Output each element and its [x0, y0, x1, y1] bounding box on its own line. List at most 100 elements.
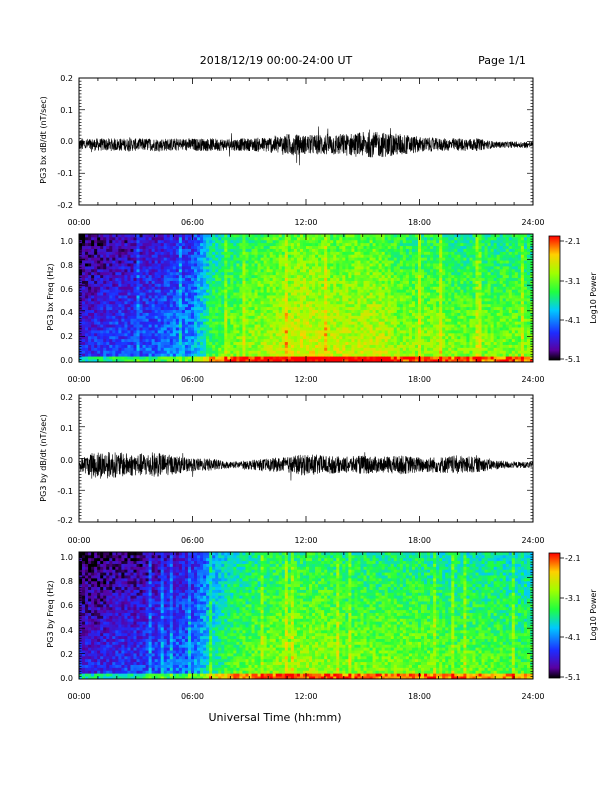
panel-bx-spectrogram-cell	[166, 312, 171, 316]
panel-bx-spectrogram-cell	[118, 239, 122, 244]
panel-bx-spectrogram-cell	[181, 245, 186, 249]
panel-bx-spectrogram-cell	[109, 298, 113, 302]
panel-bx-spectrogram-cell	[260, 344, 265, 348]
panel-bx-spectrogram-cell	[345, 324, 349, 328]
panel-bx-spectrogram-cell	[333, 268, 337, 273]
panel-bx-spectrogram-cell	[414, 239, 419, 244]
panel-bx-spectrogram-cell	[378, 309, 383, 313]
panel-bx-spectrogram-cell	[145, 344, 150, 348]
panel-bx-spectrogram-cell	[166, 292, 171, 296]
panel-bx-spectrogram-cell	[221, 298, 225, 302]
panel-bx-spectrogram-cell	[339, 234, 343, 238]
panel-bx-spectrogram-cell	[272, 359, 277, 363]
panel-bx-spectrogram-cell	[239, 239, 243, 244]
panel-bx-spectrogram-cell	[166, 260, 171, 264]
panel-bx-spectrogram-cell	[209, 356, 213, 360]
panel-bx-spectrogram-cell	[402, 286, 407, 290]
panel-bx-spectrogram-cell	[302, 321, 307, 325]
panel-bx-spectrogram-cell	[339, 298, 343, 302]
panel-bx-spectrogram-cell	[133, 239, 137, 244]
panel-bx-spectrogram-cell	[245, 236, 249, 241]
panel-bx-spectrogram-cell	[181, 338, 186, 343]
panel-bx-spectrogram-cell	[112, 341, 116, 345]
panel-bx-spectrogram-cell	[224, 344, 228, 348]
panel-bx-spectrogram-cell	[408, 234, 413, 238]
panel-bx-spectrogram-cell	[224, 321, 228, 325]
panel-bx-spectrogram-cell	[79, 341, 83, 345]
panel-bx-spectrogram-cell	[254, 306, 258, 311]
panel-bx-spectrogram-cell	[88, 347, 92, 351]
panel-bx-spectrogram-cell	[263, 245, 268, 249]
panel-bx-spectrogram-cell	[306, 234, 310, 238]
panel-bx-spectrogram-cell	[269, 251, 274, 255]
panel-bx-spectrogram-cell	[248, 274, 252, 279]
panel-bx-spectrogram-cell	[79, 254, 83, 258]
panel-bx-spectrogram-cell	[312, 280, 316, 284]
panel-bx-spectrogram-cell	[278, 234, 283, 238]
panel-bx-spectrogram-cell	[378, 234, 383, 238]
panel-bx-spectrogram-cell	[145, 359, 150, 363]
panel-bx-spectrogram-cell	[194, 341, 198, 345]
panel-bx-spectrogram-cell	[127, 286, 131, 290]
panel-bx-spectrogram-cell	[342, 271, 346, 276]
panel-bx-spectrogram-cell	[315, 236, 319, 241]
panel-bx-spectrogram-cell	[145, 338, 150, 343]
panel-bx-spectrogram-cell	[175, 298, 180, 302]
panel-bx-spectrogram-cell	[239, 251, 243, 255]
panel-bx-spectrogram-cell	[124, 286, 128, 290]
panel-bx-spectrogram-cell	[281, 332, 286, 337]
panel-bx-spectrogram-cell	[160, 335, 165, 340]
panel-bx-spectrogram-cell	[315, 306, 319, 311]
panel-bx-spectrogram-cell	[100, 324, 104, 328]
panel-bx-spectrogram-cell	[321, 309, 325, 313]
panel-bx-spectrogram-cell	[121, 306, 125, 311]
panel-bx-spectrogram-cell	[139, 359, 143, 363]
panel-bx-spectrogram-cell	[91, 251, 95, 255]
panel-bx-spectrogram-cell	[109, 248, 113, 252]
panel-bx-spectrogram-cell	[85, 260, 89, 264]
panel-bx-spectrogram-cell	[230, 330, 234, 334]
panel-bx-spectrogram-cell	[230, 338, 234, 343]
panel-bx-spectrogram-cell	[148, 277, 153, 281]
panel-bx-spectrogram-cell	[236, 321, 240, 325]
panel-bx-spectrogram-cell	[321, 315, 325, 319]
panel-bx-spectrogram-cell	[309, 315, 313, 319]
panel-bx-spectrogram-cell	[136, 347, 140, 351]
panel-bx-spectrogram-cell	[245, 257, 249, 261]
panel-bx-spectrogram-cell	[272, 303, 277, 308]
panel-bx-spectrogram-cell	[342, 236, 346, 241]
panel-bx-spectrogram-cell	[166, 271, 171, 276]
panel-bx-spectrogram-cell	[200, 344, 204, 348]
panel-bx-spectrogram-cell	[293, 347, 298, 351]
panel-bx-spectrogram-cell	[372, 356, 377, 360]
panel-bx-spectrogram-cell	[284, 353, 289, 357]
panel-bx-spectrogram-cell	[296, 350, 301, 354]
panel-bx-spectrogram-cell	[157, 324, 162, 328]
panel-bx-spectrogram-cell	[414, 234, 419, 238]
panel-bx-spectrogram-cell	[85, 353, 89, 357]
panel-bx-spectrogram-cell	[224, 239, 228, 244]
panel-bx-spectrogram-cell	[306, 298, 310, 302]
panel-bx-spectrogram-cell	[97, 295, 101, 299]
panel-bx-spectrogram-cell	[151, 283, 156, 287]
panel-bx-spectrogram-cell	[293, 277, 298, 281]
panel-bx-spectrogram-cell	[378, 277, 383, 281]
panel-bx-spectrogram-cell	[275, 327, 280, 331]
panel-bx-spectrogram-cell	[175, 315, 180, 319]
panel-bx-spectrogram-cell	[157, 309, 162, 313]
panel-bx-spectrogram-cell	[130, 309, 134, 313]
panel-bx-spectrogram-cell	[106, 234, 110, 238]
panel-bx-spectrogram-cell	[284, 359, 289, 363]
panel-bx-spectrogram-cell	[321, 271, 325, 276]
panel-bx-spectrogram-cell	[396, 332, 401, 337]
panel-bx-spectrogram-cell	[369, 321, 373, 325]
panel-bx-spectrogram-cell	[130, 236, 134, 241]
panel-bx-spectrogram-cell	[124, 344, 128, 348]
panel-bx-spectrogram-cell	[333, 318, 337, 322]
panel-bx-spectrogram-cell	[190, 315, 195, 319]
panel-bx-spectrogram-cell	[91, 292, 95, 296]
panel-bx-spectrogram-cell	[175, 341, 180, 345]
panel-bx-spectrogram-cell	[248, 312, 252, 316]
panel-bx-spectrogram-cell	[321, 286, 325, 290]
panel-bx-spectrogram-cell	[112, 353, 116, 357]
